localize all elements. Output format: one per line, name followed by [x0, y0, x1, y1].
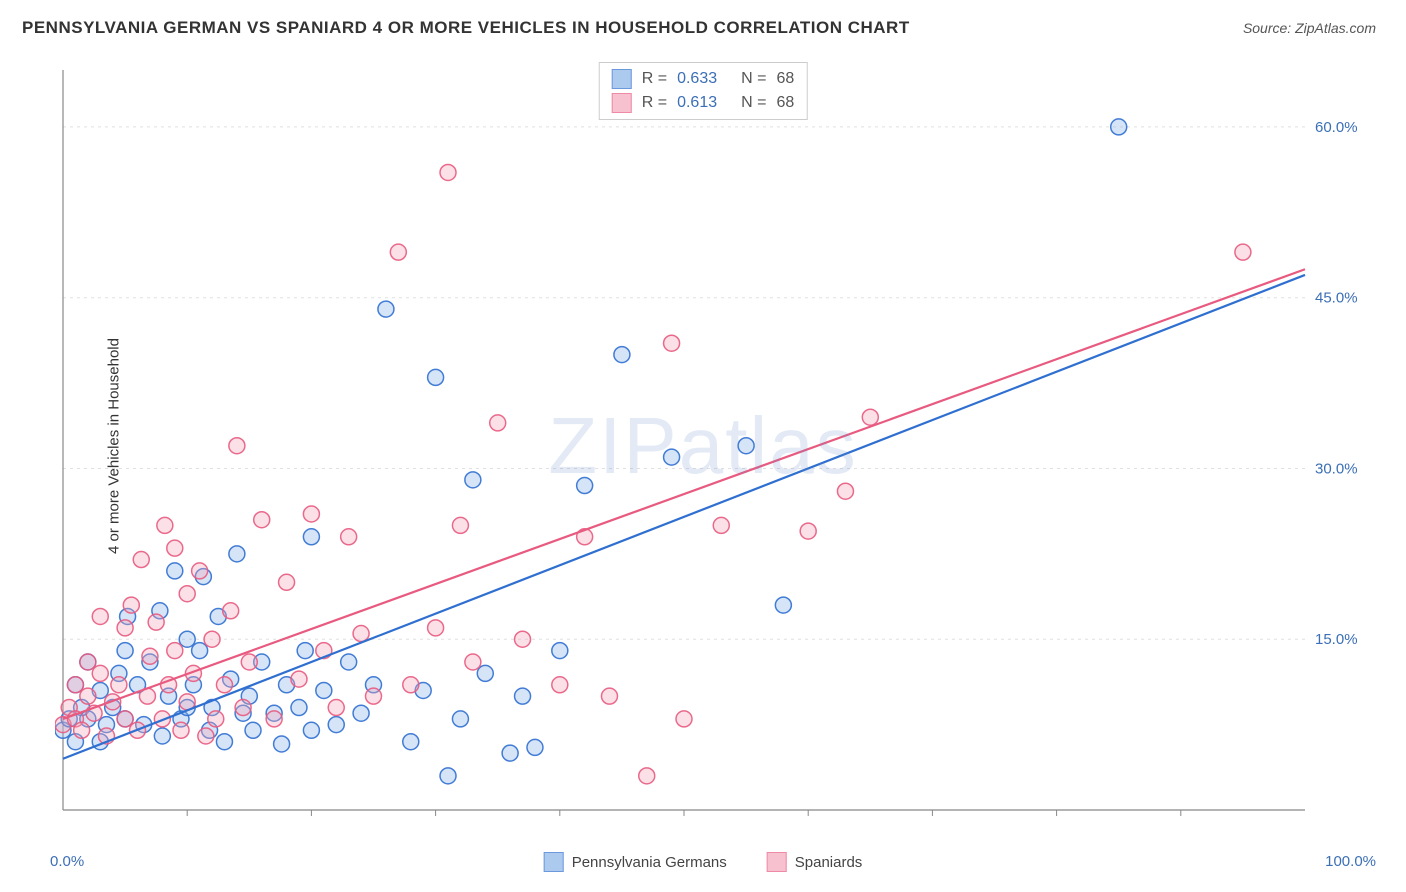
legend-label: Spaniards [795, 854, 863, 871]
legend-swatch [767, 852, 787, 872]
x-axis-max-label: 100.0% [1325, 853, 1376, 870]
n-label: N = [741, 70, 766, 88]
stats-row: R = 0.633 N = 68 [612, 67, 795, 91]
r-label: R = [642, 94, 667, 112]
n-value: 68 [776, 94, 794, 112]
svg-text:15.0%: 15.0% [1315, 631, 1358, 648]
chart-title: PENNSYLVANIA GERMAN VS SPANIARD 4 OR MOR… [22, 18, 910, 38]
x-axis-min-label: 0.0% [50, 853, 84, 870]
legend-swatch [612, 69, 632, 89]
series-legend: Pennsylvania Germans Spaniards [544, 852, 863, 872]
legend-item: Pennsylvania Germans [544, 852, 727, 872]
scatter-plot: 15.0% 30.0% 45.0% 60.0% [55, 60, 1365, 830]
r-value: 0.613 [677, 94, 717, 112]
r-label: R = [642, 70, 667, 88]
n-label: N = [741, 94, 766, 112]
chart-svg: 15.0% 30.0% 45.0% 60.0% [55, 60, 1365, 830]
stats-row: R = 0.613 N = 68 [612, 91, 795, 115]
source-attribution: Source: ZipAtlas.com [1243, 20, 1376, 36]
n-value: 68 [776, 70, 794, 88]
svg-text:60.0%: 60.0% [1315, 119, 1358, 136]
svg-text:45.0%: 45.0% [1315, 290, 1358, 307]
legend-swatch [612, 93, 632, 113]
legend-item: Spaniards [767, 852, 863, 872]
legend-swatch [544, 852, 564, 872]
svg-text:30.0%: 30.0% [1315, 460, 1358, 477]
stats-legend: R = 0.633 N = 68 R = 0.613 N = 68 [599, 62, 808, 120]
legend-label: Pennsylvania Germans [572, 854, 727, 871]
r-value: 0.633 [677, 70, 717, 88]
